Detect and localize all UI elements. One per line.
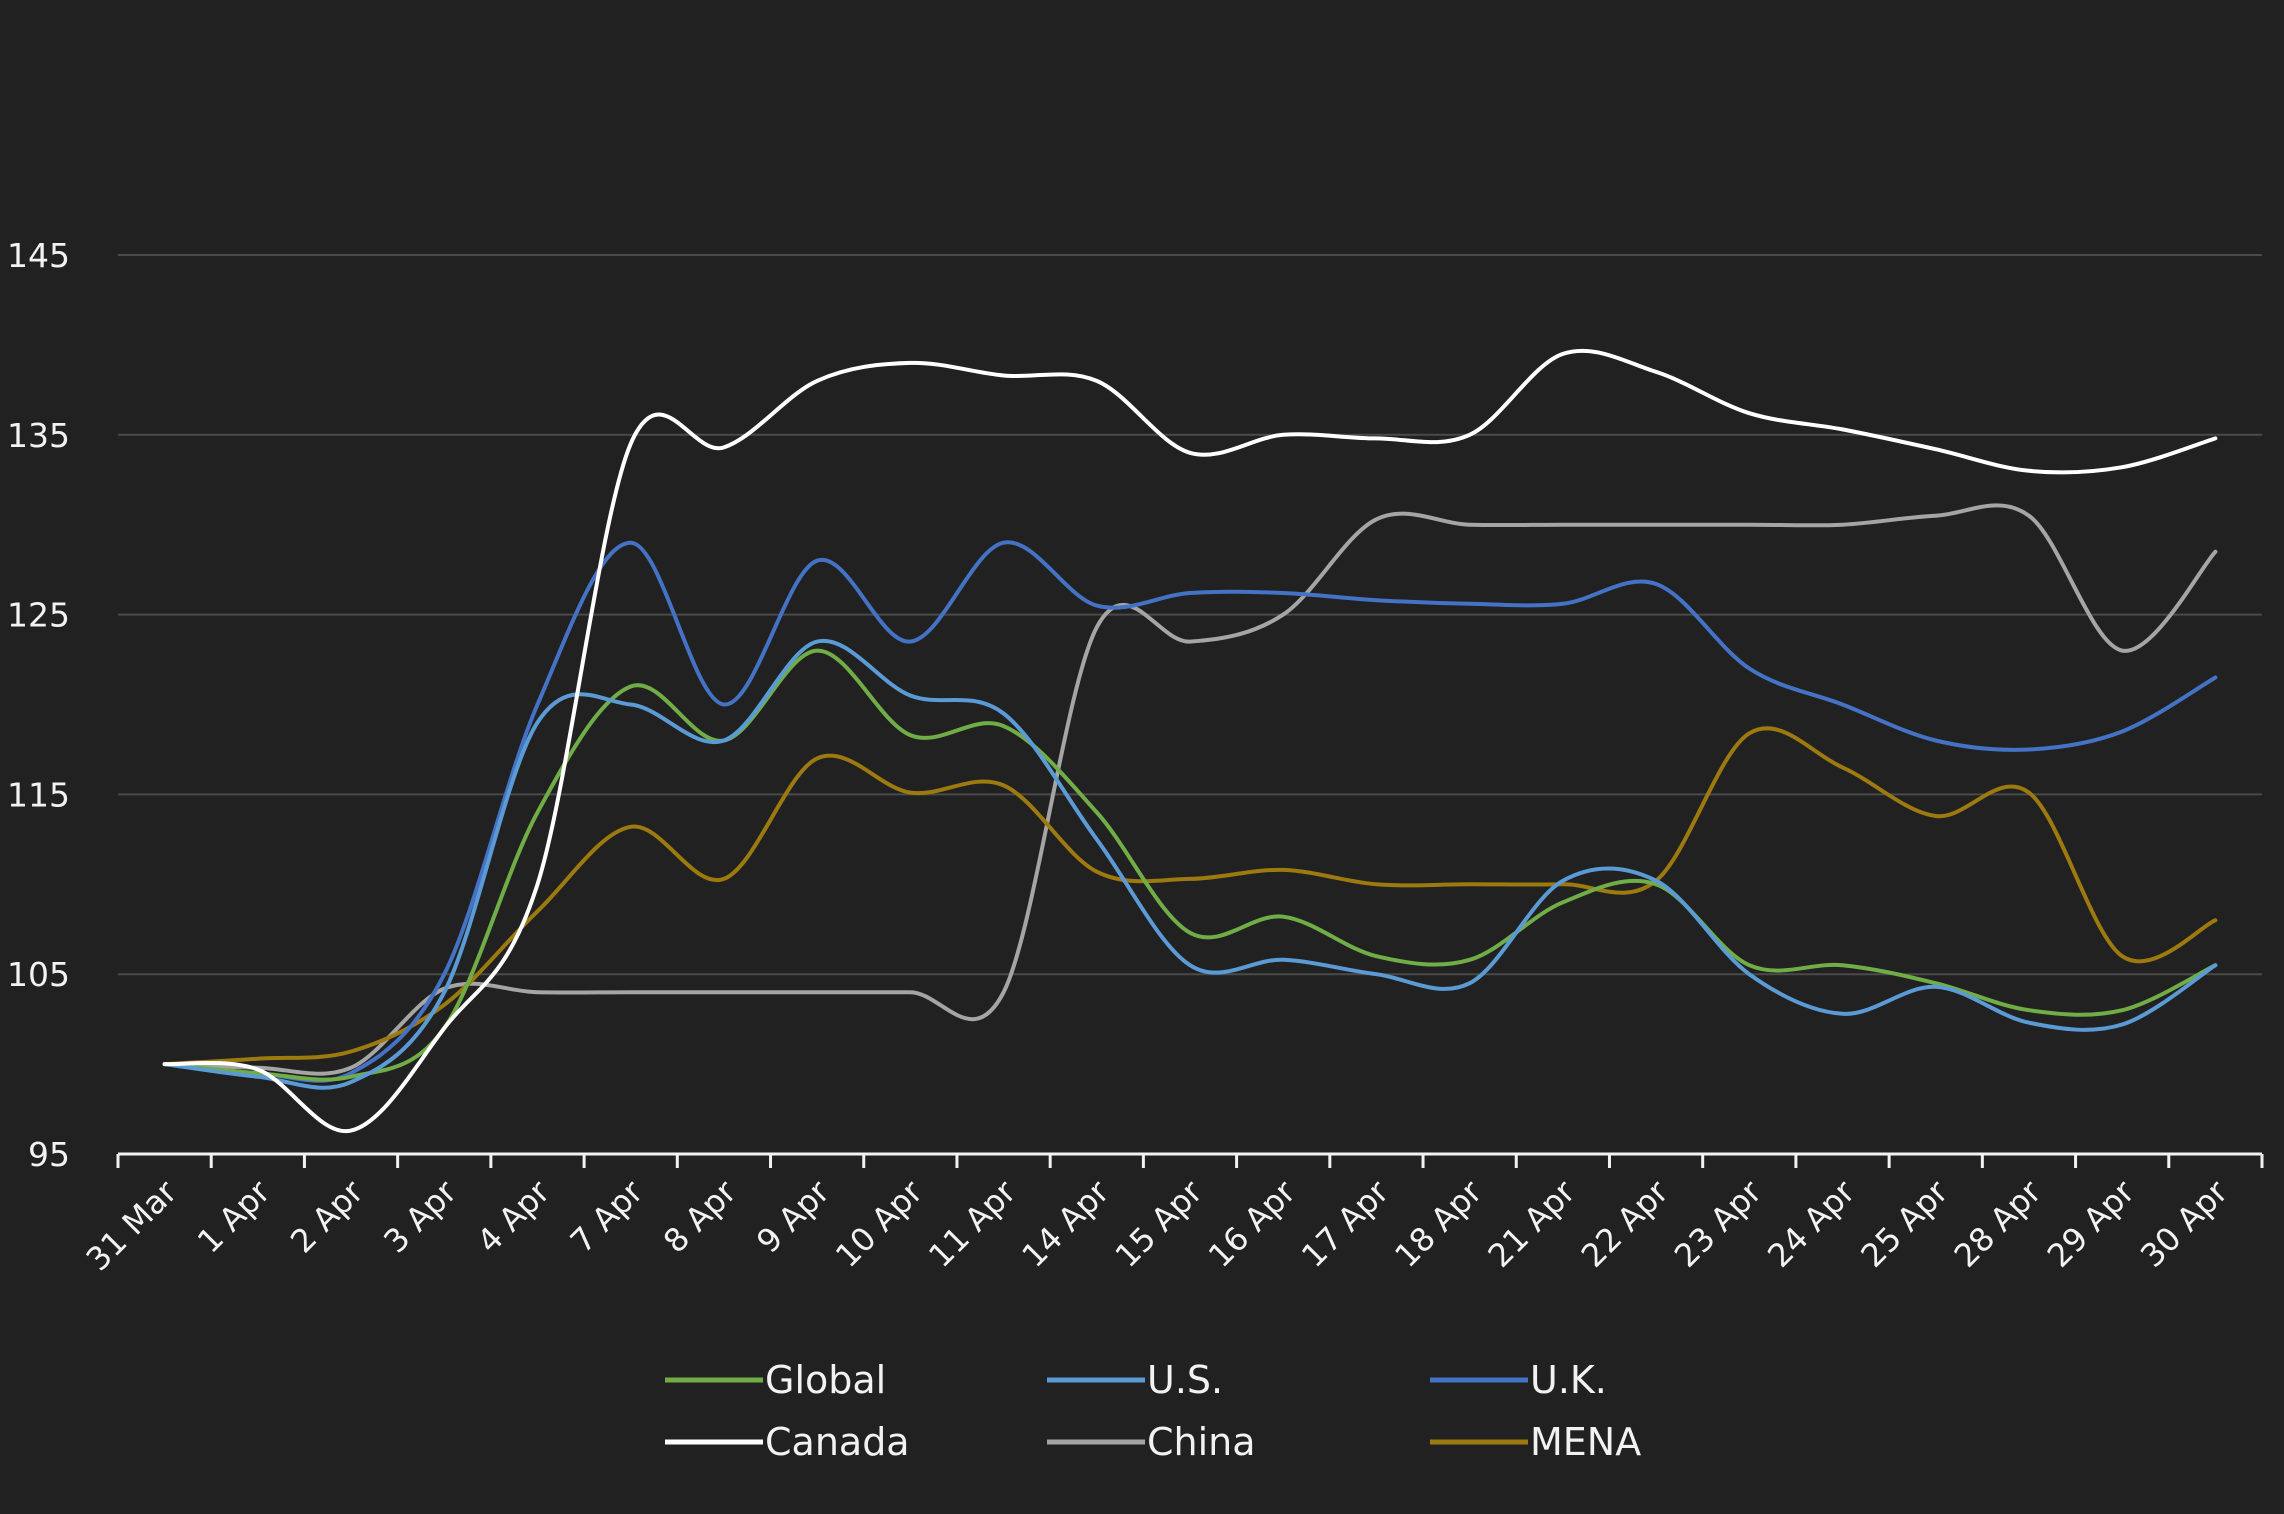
series-line-u-s (162, 638, 2218, 1090)
legend: Global U.S. U.K. Canada China MENA (665, 1358, 1641, 1464)
x-tick-label: 8 Apr (656, 1172, 744, 1260)
x-tick-label: 7 Apr (563, 1172, 651, 1260)
x-tick-label: 28 Apr (1947, 1172, 2050, 1275)
x-tick-label: 2 Apr (283, 1172, 371, 1260)
x-tick-label: 22 Apr (1574, 1172, 1677, 1275)
y-tick-label: 135 (7, 416, 70, 455)
x-tick-label: 21 Apr (1481, 1172, 1584, 1275)
x-tick-label: 18 Apr (1387, 1172, 1490, 1275)
x-tick-label: 1 Apr (190, 1172, 278, 1260)
gridlines (118, 254, 2262, 976)
y-tick-label: 115 (7, 775, 70, 814)
series-line-mena (162, 726, 2218, 1067)
x-tick-label: 23 Apr (1667, 1172, 1770, 1275)
series-lines (162, 348, 2218, 1134)
x-tick-label: 11 Apr (921, 1172, 1024, 1275)
x-tick-label: 25 Apr (1853, 1172, 1956, 1275)
y-tick-label: 145 (7, 236, 70, 275)
series-line-canada (162, 348, 2218, 1134)
x-tick-label: 17 Apr (1294, 1172, 1397, 1275)
x-axis (116, 1152, 2264, 1168)
legend-label-u-s: U.S. (1147, 1358, 1223, 1402)
legend-label-mena: MENA (1530, 1420, 1641, 1464)
x-tick-label: 10 Apr (828, 1172, 931, 1275)
y-tick-label: 125 (7, 596, 70, 635)
series-line-u-k (162, 540, 2218, 1083)
x-tick-label: 24 Apr (1760, 1172, 1863, 1275)
x-tick-label: 29 Apr (2040, 1172, 2143, 1275)
x-tick-label: 15 Apr (1108, 1172, 1211, 1275)
y-tick-label: 105 (7, 955, 70, 994)
x-tick-label: 4 Apr (470, 1172, 558, 1260)
x-tick-label: 9 Apr (749, 1172, 837, 1260)
legend-label-global: Global (765, 1358, 886, 1402)
x-tick-label: 14 Apr (1014, 1172, 1117, 1275)
x-tick-label: 30 Apr (2133, 1172, 2236, 1275)
x-axis-ticks: 31 Mar 1 Apr 2 Apr 3 Apr 4 Apr 7 Apr 8 Apr 9 Ap… (79, 1172, 2236, 1278)
legend-label-u-k: U.K. (1530, 1358, 1607, 1402)
series-line-global (162, 648, 2218, 1082)
legend-label-china: China (1147, 1420, 1256, 1464)
x-tick-label: 3 Apr (376, 1172, 464, 1260)
legend-label-canada: Canada (765, 1420, 910, 1464)
y-axis-ticks: 95 105 115 125 135 145 (7, 236, 70, 1174)
series-line-china (162, 503, 2218, 1076)
y-tick-label: 95 (28, 1135, 70, 1174)
x-tick-label: 31 Mar (79, 1172, 185, 1278)
x-tick-label: 16 Apr (1201, 1172, 1304, 1275)
